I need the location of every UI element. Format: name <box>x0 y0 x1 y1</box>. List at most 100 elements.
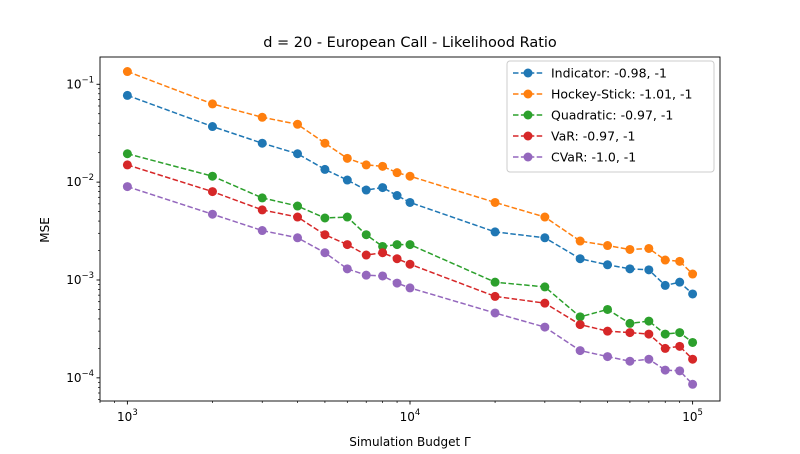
data-point <box>122 90 132 100</box>
data-point <box>644 354 654 364</box>
y-tick-label: 10−1 <box>66 75 94 91</box>
data-point <box>490 227 500 237</box>
data-point <box>378 183 388 193</box>
data-point <box>392 278 402 288</box>
data-point <box>293 233 303 243</box>
data-point <box>320 138 330 148</box>
data-point <box>122 149 132 159</box>
data-point <box>122 182 132 192</box>
data-point <box>361 230 371 240</box>
legend-label: CVaR: -1.0, -1 <box>551 150 636 165</box>
data-point <box>660 329 670 339</box>
data-point <box>675 366 685 376</box>
data-point <box>540 212 550 222</box>
data-point <box>257 193 267 203</box>
data-point <box>122 160 132 170</box>
data-point <box>405 240 415 250</box>
legend-marker <box>523 152 533 162</box>
data-point <box>603 260 613 270</box>
data-point <box>603 326 613 336</box>
data-point <box>257 205 267 215</box>
data-point <box>378 271 388 281</box>
data-point <box>540 282 550 292</box>
data-point <box>688 379 698 389</box>
data-point <box>540 233 550 243</box>
data-point <box>405 283 415 293</box>
data-point <box>575 320 585 330</box>
data-point <box>122 67 132 77</box>
data-point <box>660 343 670 353</box>
data-point <box>392 254 402 264</box>
legend-label: Quadratic: -0.97, -1 <box>551 108 673 123</box>
data-point <box>207 122 217 132</box>
data-point <box>603 304 613 314</box>
data-point <box>320 230 330 240</box>
data-point <box>392 168 402 178</box>
legend-marker <box>523 110 533 120</box>
data-point <box>361 160 371 170</box>
data-point <box>405 171 415 181</box>
data-point <box>644 265 654 275</box>
data-point <box>257 226 267 236</box>
data-point <box>392 191 402 201</box>
chart-title: d = 20 - European Call - Likelihood Rati… <box>263 35 557 51</box>
data-point <box>644 316 654 326</box>
data-point <box>688 289 698 299</box>
data-point <box>378 241 388 251</box>
data-point <box>675 341 685 351</box>
data-point <box>688 337 698 347</box>
data-point <box>490 197 500 207</box>
data-point <box>603 241 613 251</box>
legend-label: Indicator: -0.98, -1 <box>551 66 667 81</box>
data-point <box>644 329 654 339</box>
data-point <box>361 250 371 260</box>
data-point <box>540 322 550 332</box>
data-point <box>688 354 698 364</box>
data-point <box>293 212 303 222</box>
data-point <box>207 171 217 181</box>
data-point <box>392 240 402 250</box>
data-point <box>490 277 500 287</box>
data-point <box>540 298 550 308</box>
data-point <box>257 112 267 122</box>
data-point <box>490 308 500 318</box>
data-point <box>342 240 352 250</box>
data-point <box>342 212 352 222</box>
y-tick-label: 10−2 <box>66 173 94 189</box>
y-tick-label: 10−3 <box>66 271 94 287</box>
legend: Indicator: -0.98, -1 Hockey-Stick: -1.01,… <box>506 60 715 173</box>
x-tick-label: 103 <box>117 408 138 424</box>
data-point <box>575 312 585 322</box>
data-point <box>625 328 635 338</box>
data-point <box>675 277 685 287</box>
data-point <box>361 185 371 195</box>
legend-marker <box>523 131 533 141</box>
legend-label: VaR: -0.97, -1 <box>551 129 635 144</box>
data-point <box>257 138 267 148</box>
data-point <box>625 318 635 328</box>
plot-area: 103 104 105 10−4 10−3 10−2 10−1 <box>66 56 721 424</box>
data-point <box>342 175 352 185</box>
data-point <box>688 269 698 279</box>
data-point <box>293 201 303 211</box>
data-point <box>575 236 585 246</box>
data-point <box>320 213 330 223</box>
axes-frame <box>99 56 721 402</box>
data-point <box>644 243 654 253</box>
data-point <box>405 259 415 269</box>
data-point <box>293 119 303 129</box>
y-axis-label: MSE <box>38 217 52 243</box>
data-point <box>675 328 685 338</box>
data-point <box>660 280 670 290</box>
x-tick-label: 105 <box>682 408 703 424</box>
data-point <box>675 256 685 266</box>
data-point <box>405 197 415 207</box>
data-point <box>207 209 217 219</box>
data-point <box>207 187 217 197</box>
legend-marker <box>523 68 533 78</box>
data-point <box>625 244 635 254</box>
legend-box <box>506 60 715 173</box>
x-axis-label: Simulation Budget Γ <box>349 435 471 449</box>
